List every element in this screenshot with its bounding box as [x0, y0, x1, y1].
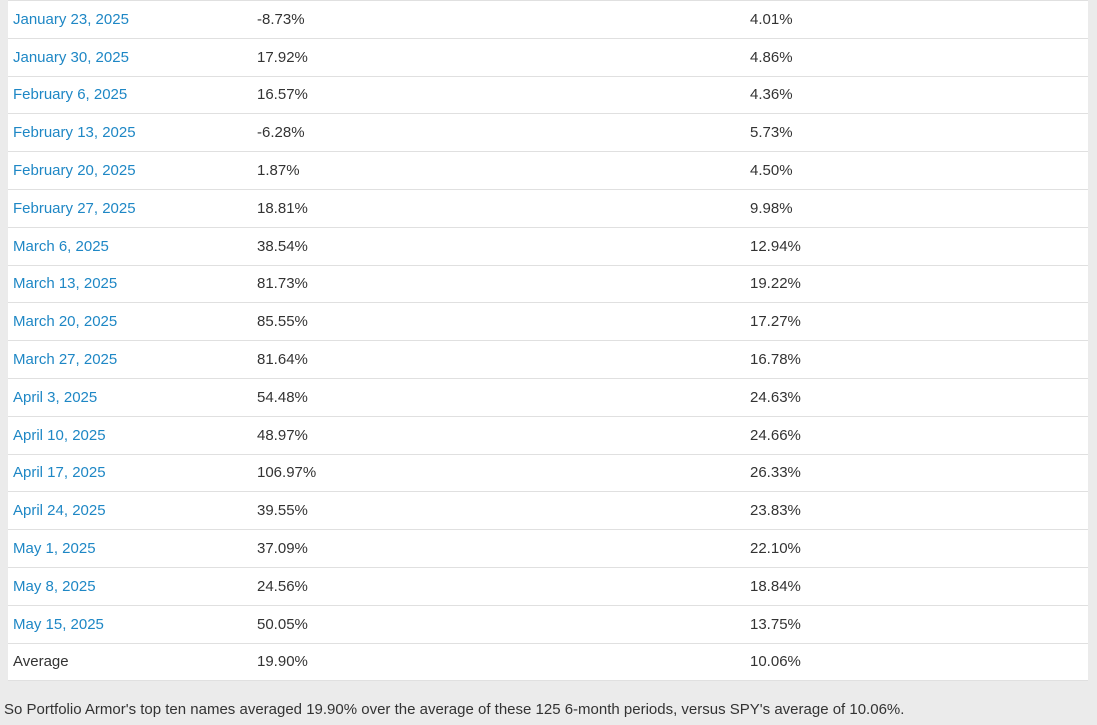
returns-table-container: January 23, 2025 -8.73% 4.01% January 30… [8, 0, 1088, 682]
table-row: January 23, 2025 -8.73% 4.01% [8, 0, 1088, 39]
top-ten-return-cell: 37.09% [252, 529, 745, 568]
date-cell: February 20, 2025 [8, 151, 252, 190]
average-label-cell: Average [8, 643, 252, 682]
returns-table: January 23, 2025 -8.73% 4.01% January 30… [8, 0, 1088, 682]
top-ten-return-cell: 81.64% [252, 340, 745, 379]
spy-return-cell: 4.01% [745, 0, 1088, 39]
top-ten-return-cell: 16.57% [252, 76, 745, 115]
top-ten-return-cell: 50.05% [252, 605, 745, 644]
table-row: February 13, 2025 -6.28% 5.73% [8, 113, 1088, 153]
table-row: March 13, 2025 81.73% 19.22% [8, 265, 1088, 304]
top-ten-return-cell: 54.48% [252, 378, 745, 417]
date-cell: May 15, 2025 [8, 605, 252, 644]
date-cell: March 27, 2025 [8, 340, 252, 379]
date-cell: February 13, 2025 [8, 113, 252, 153]
date-cell: March 6, 2025 [8, 227, 252, 266]
date-cell: January 30, 2025 [8, 38, 252, 77]
table-row: March 20, 2025 85.55% 17.27% [8, 302, 1088, 342]
date-link[interactable]: April 3, 2025 [13, 388, 98, 406]
table-row: March 6, 2025 38.54% 12.94% [8, 227, 1088, 266]
table-row-average: Average 19.90% 10.06% [8, 643, 1088, 682]
date-cell: April 24, 2025 [8, 491, 252, 531]
spy-return-cell: 4.86% [745, 38, 1088, 77]
date-cell: May 8, 2025 [8, 567, 252, 606]
spy-return-cell: 23.83% [745, 491, 1088, 531]
date-link[interactable]: March 27, 2025 [13, 351, 118, 369]
date-link[interactable]: March 6, 2025 [13, 237, 109, 255]
spy-return-cell: 24.63% [745, 378, 1088, 417]
date-link[interactable]: May 8, 2025 [13, 577, 96, 595]
date-link[interactable]: January 23, 2025 [13, 10, 129, 28]
date-cell: April 10, 2025 [8, 416, 252, 455]
date-cell: January 23, 2025 [8, 0, 252, 39]
table-row: April 17, 2025 106.97% 26.33% [8, 454, 1088, 493]
table-row: January 30, 2025 17.92% 4.86% [8, 38, 1088, 77]
spy-return-cell: 9.98% [745, 189, 1088, 228]
top-ten-return-cell: 18.81% [252, 189, 745, 228]
average-spy-return-cell: 10.06% [745, 643, 1088, 682]
date-cell: April 17, 2025 [8, 454, 252, 493]
top-ten-return-cell: -6.28% [252, 113, 745, 153]
table-row: May 1, 2025 37.09% 22.10% [8, 529, 1088, 568]
top-ten-return-cell: 81.73% [252, 265, 745, 304]
date-link[interactable]: March 20, 2025 [13, 313, 118, 331]
date-link[interactable]: March 13, 2025 [13, 275, 118, 293]
spy-return-cell: 13.75% [745, 605, 1088, 644]
top-ten-return-cell: 106.97% [252, 454, 745, 493]
top-ten-return-cell: 38.54% [252, 227, 745, 266]
date-link[interactable]: January 30, 2025 [13, 48, 129, 66]
date-cell: May 1, 2025 [8, 529, 252, 568]
date-link[interactable]: February 13, 2025 [13, 124, 136, 142]
spy-return-cell: 18.84% [745, 567, 1088, 606]
top-ten-return-cell: 48.97% [252, 416, 745, 455]
table-row: March 27, 2025 81.64% 16.78% [8, 340, 1088, 379]
table-row: April 3, 2025 54.48% 24.63% [8, 378, 1088, 417]
date-link[interactable]: February 20, 2025 [13, 162, 136, 180]
average-top-ten-return-cell: 19.90% [252, 643, 745, 682]
date-link[interactable]: April 24, 2025 [13, 502, 106, 520]
top-ten-return-cell: 85.55% [252, 302, 745, 342]
summary-sentence: So Portfolio Armor's top ten names avera… [4, 701, 905, 719]
date-link[interactable]: February 27, 2025 [13, 199, 136, 217]
date-cell: March 20, 2025 [8, 302, 252, 342]
date-link[interactable]: February 6, 2025 [13, 86, 128, 104]
date-cell: February 27, 2025 [8, 189, 252, 228]
table-row: February 27, 2025 18.81% 9.98% [8, 189, 1088, 228]
top-ten-return-cell: -8.73% [252, 0, 745, 39]
table-row: May 8, 2025 24.56% 18.84% [8, 567, 1088, 606]
top-ten-return-cell: 1.87% [252, 151, 745, 190]
spy-return-cell: 12.94% [745, 227, 1088, 266]
date-link[interactable]: April 17, 2025 [13, 464, 106, 482]
spy-return-cell: 17.27% [745, 302, 1088, 342]
top-ten-return-cell: 24.56% [252, 567, 745, 606]
spy-return-cell: 16.78% [745, 340, 1088, 379]
spy-return-cell: 22.10% [745, 529, 1088, 568]
date-link[interactable]: May 1, 2025 [13, 540, 96, 558]
top-ten-return-cell: 17.92% [252, 38, 745, 77]
top-ten-return-cell: 39.55% [252, 491, 745, 531]
spy-return-cell: 4.50% [745, 151, 1088, 190]
table-row: April 10, 2025 48.97% 24.66% [8, 416, 1088, 455]
spy-return-cell: 24.66% [745, 416, 1088, 455]
date-cell: February 6, 2025 [8, 76, 252, 115]
table-row: April 24, 2025 39.55% 23.83% [8, 491, 1088, 531]
spy-return-cell: 4.36% [745, 76, 1088, 115]
table-row: February 6, 2025 16.57% 4.36% [8, 76, 1088, 115]
spy-return-cell: 5.73% [745, 113, 1088, 153]
spy-return-cell: 26.33% [745, 454, 1088, 493]
date-link[interactable]: May 15, 2025 [13, 615, 104, 633]
table-row: February 20, 2025 1.87% 4.50% [8, 151, 1088, 190]
date-cell: April 3, 2025 [8, 378, 252, 417]
spy-return-cell: 19.22% [745, 265, 1088, 304]
date-cell: March 13, 2025 [8, 265, 252, 304]
table-row: May 15, 2025 50.05% 13.75% [8, 605, 1088, 644]
date-link[interactable]: April 10, 2025 [13, 426, 106, 444]
average-label: Average [13, 653, 69, 671]
